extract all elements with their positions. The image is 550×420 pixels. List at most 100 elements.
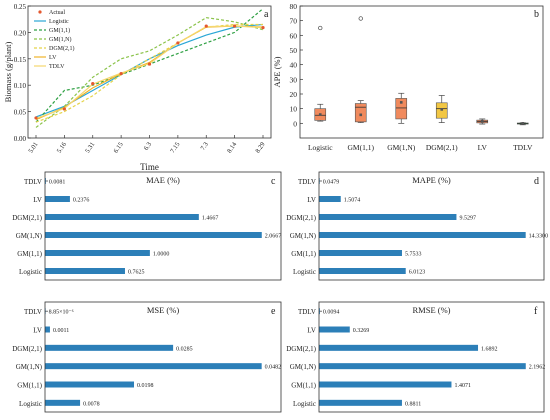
bar [319, 399, 402, 406]
value-label: 1.4667 [202, 216, 219, 222]
actual-point [91, 82, 95, 86]
y-tick-label: 50 [290, 46, 298, 55]
category-label: Logistic [293, 268, 316, 276]
bar [319, 344, 479, 351]
y-tick-label: 0.15 [14, 56, 27, 64]
bar [319, 363, 526, 370]
value-label: 0.0081 [49, 180, 66, 186]
value-label: 5.7533 [405, 252, 422, 258]
y-tick-label: 20 [290, 90, 298, 99]
actual-point [176, 41, 180, 45]
bar [319, 381, 452, 388]
value-label: 9.5297 [459, 216, 476, 222]
value-label: 1.4071 [454, 383, 471, 389]
x-axis-label: Time [140, 162, 159, 172]
chart-title: RMSE (%) [412, 305, 450, 315]
y-tick-label: 80 [290, 2, 298, 11]
bar [319, 232, 526, 238]
actual-point [119, 71, 123, 76]
x-tick-label: GM(1,N) [387, 143, 416, 152]
category-label: TDLV [298, 178, 316, 186]
chart-title: MAE (%) [146, 175, 180, 185]
category-label: GM(1,N) [16, 232, 43, 240]
category-label: Logistic [19, 400, 42, 408]
panel-f: RMSE (%) f TDLV 0.0094 LV 0.3269 DGM(2,1) 1.689… [286, 305, 545, 408]
bar [319, 326, 350, 333]
value-label: 0.0011 [53, 328, 69, 334]
y-tick-label: 0.05 [14, 109, 27, 117]
value-label: 0.3269 [353, 328, 370, 334]
x-tick-label: 7.15 [169, 141, 181, 154]
legend-entry: Actual [49, 10, 65, 16]
panel-label-c: c [271, 176, 276, 187]
x-tick-label: DGM(2,1) [426, 143, 458, 152]
box-mean [440, 108, 444, 111]
value-label: 0.0479 [323, 180, 340, 186]
category-label: LV [33, 327, 42, 335]
category-label: GM(1,N) [290, 363, 317, 371]
category-label: TDLV [298, 308, 316, 316]
bar [45, 232, 262, 238]
category-label: GM(1,N) [16, 363, 43, 371]
y-tick-label: 40 [290, 61, 298, 70]
box-outlier [358, 16, 363, 21]
value-label: 0.0482 [265, 365, 282, 371]
chart-title: MSE (%) [147, 305, 180, 315]
bar [45, 250, 150, 256]
panel-b-frame [299, 5, 544, 139]
y-tick-label: 0.20 [14, 29, 27, 37]
value-label: 0.0078 [83, 401, 100, 407]
value-label: 0.0285 [176, 346, 193, 352]
value-label: 0.2376 [73, 198, 90, 204]
legend-entry: DGM(2,1) [49, 45, 75, 52]
panel-label-a: a [264, 9, 269, 20]
legend-entry: TDLV [49, 64, 65, 70]
x-tick-label: 5.16 [56, 141, 69, 155]
panel-label-d: d [534, 176, 539, 187]
category-label: Logistic [19, 268, 42, 276]
x-tick-label: 5.31 [84, 141, 96, 154]
bar [45, 381, 135, 388]
category-label: DGM(2,1) [12, 214, 42, 222]
box-mean [399, 101, 403, 104]
x-tick-label: 6.15 [113, 141, 125, 154]
category-label: TDLV [24, 308, 42, 316]
panel-label-e: e [271, 306, 276, 317]
x-tick-label: 8.14 [226, 141, 239, 155]
box-mean [318, 113, 322, 116]
y-tick-label: 60 [290, 31, 298, 40]
category-label: GM(1,1) [291, 382, 316, 390]
bar [45, 268, 125, 274]
y-tick-label: 0.10 [14, 82, 27, 90]
y-tick-label: 0.25 [14, 3, 27, 11]
x-tick-label: 8.29 [254, 141, 266, 154]
category-label: DGM(2,1) [12, 345, 42, 353]
panel-f-frame [318, 301, 545, 413]
box-mean [521, 122, 525, 125]
panel-a-frame [27, 5, 272, 139]
chart-title: MAPE (%) [412, 175, 451, 185]
panel-b: 0 10 20 30 40 50 60 70 80 Logistic GM(1,1) GM(1,N) D… [272, 2, 539, 152]
y-axis-label: Biomass (g/plant) [3, 41, 13, 102]
x-tick-label: TDLV [513, 143, 533, 152]
x-tick-label: Logistic [308, 143, 333, 152]
y-tick-label: 0 [293, 119, 297, 128]
value-label: 6.0123 [409, 270, 426, 276]
actual-point [233, 24, 237, 28]
panel-d-frame [318, 171, 545, 281]
x-tick-label: 5.01 [27, 141, 39, 154]
box-mean [359, 113, 363, 117]
legend-entry: GM(1,1) [49, 27, 70, 34]
value-label: 1.6892 [481, 346, 498, 352]
bar [319, 196, 341, 202]
box [395, 98, 408, 120]
x-tick-label: 6.3 [143, 141, 153, 152]
value-label: 2.1962 [529, 365, 546, 371]
actual-point [147, 62, 152, 66]
actual-point [34, 116, 38, 120]
category-label: LV [307, 196, 316, 204]
bar [319, 214, 457, 220]
panel-label-f: f [534, 306, 538, 317]
series-line-dgm21 [35, 23, 263, 123]
bar [319, 308, 320, 315]
